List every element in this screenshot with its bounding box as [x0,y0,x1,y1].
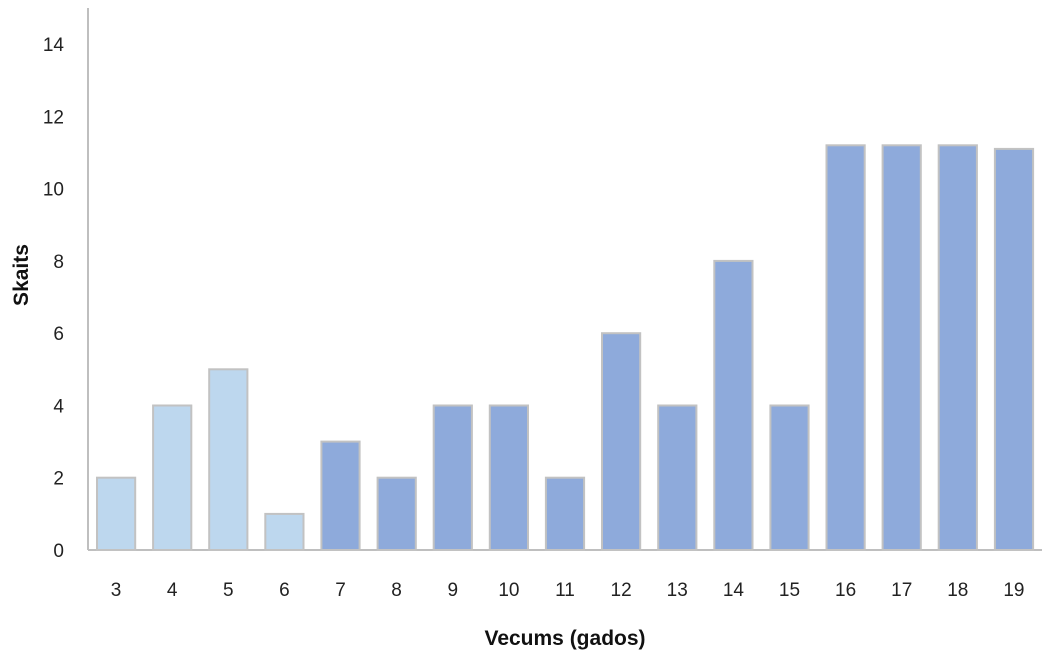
y-tick-label-0: 0 [53,541,64,562]
x-tick-label-5: 5 [223,580,234,601]
x-tick-label-19: 19 [1003,580,1024,601]
bar-9 [432,404,473,551]
y-tick-labels: 0 2 4 6 8 10 12 14 [43,35,65,562]
x-tick-label-10: 10 [498,580,519,601]
x-tick-label-15: 15 [779,580,800,601]
x-tick-label-9: 9 [448,580,459,601]
x-tick-label-13: 13 [667,580,688,601]
x-tick-label-11: 11 [555,580,575,601]
bar-6 [264,512,305,552]
bar-16 [825,144,866,552]
x-tick-label-7: 7 [335,580,346,601]
x-tick-label-3: 3 [111,580,122,601]
bar-12 [601,332,642,552]
x-tick-label-18: 18 [947,580,968,601]
bar-10 [488,404,529,551]
bar-18 [937,144,978,552]
x-tick-label-4: 4 [167,580,178,601]
y-tick-label-4: 4 [53,397,64,418]
bar-3 [96,476,137,552]
x-tick-label-8: 8 [391,580,402,601]
y-tick-label-10: 10 [43,180,64,201]
x-axis-title: Vecums (gados) [484,627,645,650]
bar-15 [769,404,810,551]
bar-11 [544,476,586,552]
bar-14 [713,259,754,551]
y-tick-label-12: 12 [43,107,64,128]
y-tick-label-8: 8 [53,252,64,273]
plot-area: 0 2 4 6 8 10 12 14 3 4 5 6 7 8 9 10 11 12 13 14 15 16 17 18 19 [43,8,1042,601]
x-tick-label-16: 16 [835,580,856,601]
x-tick-label-12: 12 [611,580,632,601]
y-axis-title: Skaits [10,244,33,306]
bar-13 [657,404,698,551]
x-tick-label-6: 6 [279,580,290,601]
x-tick-labels: 3 4 5 6 7 8 9 10 11 12 13 14 15 16 17 18 19 [111,580,1025,601]
bars-group [96,144,1035,552]
x-tick-label-14: 14 [723,580,745,601]
bar-7 [320,440,361,552]
bar-17 [881,144,922,552]
bar-4 [152,404,193,551]
y-tick-label-2: 2 [53,469,64,490]
y-tick-label-6: 6 [53,324,64,345]
bar-19 [993,147,1035,551]
y-tick-label-14: 14 [43,35,65,56]
bar-8 [376,476,417,552]
x-tick-label-17: 17 [891,580,912,601]
bar-5 [208,368,249,551]
